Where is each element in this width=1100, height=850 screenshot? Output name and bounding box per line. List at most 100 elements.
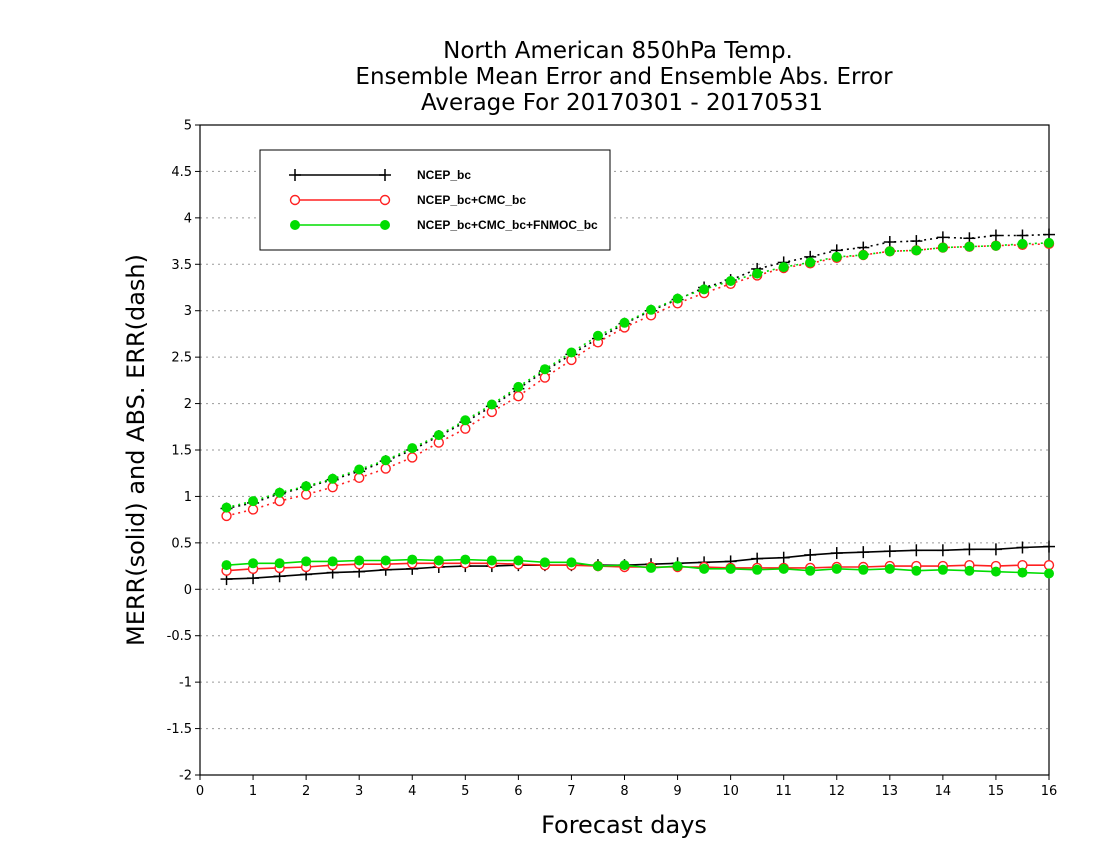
chart-title: North American 850hPa Temp. Ensemble Mea… (355, 38, 893, 116)
x-tick-label: 2 (302, 784, 310, 799)
plus-marker (963, 543, 976, 556)
y-tick-label: 3.5 (171, 258, 192, 273)
y-tick-label: 4 (184, 211, 192, 226)
circle-marker (274, 495, 285, 507)
dot-marker (221, 560, 232, 571)
y-tick-label: 1.5 (171, 444, 192, 459)
dot-marker (672, 561, 683, 572)
dot-marker (407, 443, 418, 454)
dot-marker (858, 250, 869, 260)
dot-marker (831, 563, 842, 574)
dot-marker (566, 347, 577, 358)
y-tick-label: 2.5 (171, 351, 192, 366)
y-axis-label: MERR(solid) and ABS. ERR(dash) (122, 254, 150, 646)
legend-item: NCEP_bc+CMC_bc (289, 193, 526, 207)
y-tick-label: 0 (184, 583, 192, 598)
dot-marker (380, 455, 391, 466)
dot-marker (672, 293, 683, 304)
circle-marker (380, 463, 391, 474)
plus-marker (989, 543, 1002, 556)
x-tick-label: 11 (775, 784, 792, 799)
plus-marker (379, 169, 391, 181)
dot-marker (221, 502, 232, 513)
dot-marker (486, 555, 497, 566)
x-tick-label: 9 (673, 784, 681, 799)
circle-marker (300, 489, 312, 500)
series-ncep-bc (220, 228, 1055, 586)
x-tick-label: 14 (935, 784, 952, 799)
x-tick-label: 1 (249, 784, 257, 799)
y-tick-label: 5 (184, 119, 192, 134)
x-axis: 0 1 2 3 4 5 6 7 8 9 10 11 12 13 14 15 16 (196, 775, 1057, 799)
dot-marker (460, 554, 471, 565)
dot-marker (911, 565, 922, 576)
dot-marker (380, 220, 390, 230)
dot-marker (778, 262, 789, 273)
dot-marker (354, 464, 365, 475)
circle-marker (221, 510, 232, 522)
x-axis-label: Forecast days (541, 811, 707, 839)
dot-marker (752, 564, 763, 575)
dot-marker (725, 563, 736, 574)
plus-marker (936, 544, 949, 557)
y-tick-label: 1 (184, 490, 192, 505)
x-tick-label: 3 (355, 784, 363, 799)
legend-item: NCEP_bc (289, 168, 471, 182)
dot-marker (566, 557, 577, 568)
dot-marker (327, 473, 338, 484)
dot-marker (433, 430, 444, 441)
dot-marker (539, 557, 550, 568)
circle-marker (513, 390, 524, 402)
y-tick-label: 2 (184, 397, 192, 412)
y-tick-label: 0.5 (171, 536, 192, 551)
dot-marker (1044, 568, 1054, 579)
dot-marker (619, 317, 630, 328)
dot-marker (460, 415, 471, 426)
dot-marker (646, 304, 657, 315)
circle-marker (539, 372, 551, 383)
plus-marker (777, 551, 790, 564)
y-tick-label: -0.5 (167, 629, 192, 644)
series-ncep-bc-cmc-bc (221, 238, 1055, 576)
legend-label: NCEP_bc (417, 168, 471, 182)
title-line-2: Ensemble Mean Error and Ensemble Abs. Er… (355, 64, 893, 90)
dot-marker (592, 561, 603, 572)
title-line-1: North American 850hPa Temp. (443, 38, 793, 64)
legend-label: NCEP_bc+CMC_bc+FNMOC_bc (417, 218, 598, 232)
dot-marker (1017, 567, 1028, 578)
x-tick-label: 13 (882, 784, 899, 799)
dot-marker (513, 381, 524, 392)
x-tick-label: 0 (196, 784, 204, 799)
dot-marker (725, 276, 736, 286)
abs-err-line (226, 233, 1050, 510)
dot-marker (990, 240, 1001, 251)
dot-marker (301, 481, 312, 492)
plus-marker (883, 236, 896, 248)
plus-marker (989, 229, 1002, 242)
dot-marker (990, 566, 1001, 577)
grid-lines (200, 170, 1049, 730)
y-axis: -2 -1.5 -1 -0.5 0 0.5 1 1.5 2 2.5 3 3.5 4 4.5 5 (167, 119, 200, 784)
dot-marker (1017, 238, 1028, 249)
x-tick-label: 5 (461, 784, 469, 799)
y-tick-label: -1 (179, 676, 192, 691)
dot-marker (699, 284, 710, 295)
dot-marker (274, 558, 285, 569)
legend-label: NCEP_bc+CMC_bc (417, 193, 526, 207)
series-layer (220, 228, 1055, 586)
x-tick-label: 8 (620, 784, 628, 799)
merr-line (226, 545, 1050, 580)
dot-marker (805, 257, 816, 268)
x-tick-label: 16 (1041, 784, 1058, 799)
dot-marker (274, 487, 285, 498)
dot-marker (964, 565, 975, 576)
dot-marker (937, 242, 948, 253)
plus-marker (289, 169, 301, 181)
y-tick-label: 4.5 (171, 165, 192, 180)
circle-marker (327, 481, 338, 493)
x-tick-label: 15 (988, 784, 1005, 799)
dot-marker (964, 241, 975, 252)
dot-marker (433, 555, 444, 566)
dot-marker (539, 364, 550, 375)
